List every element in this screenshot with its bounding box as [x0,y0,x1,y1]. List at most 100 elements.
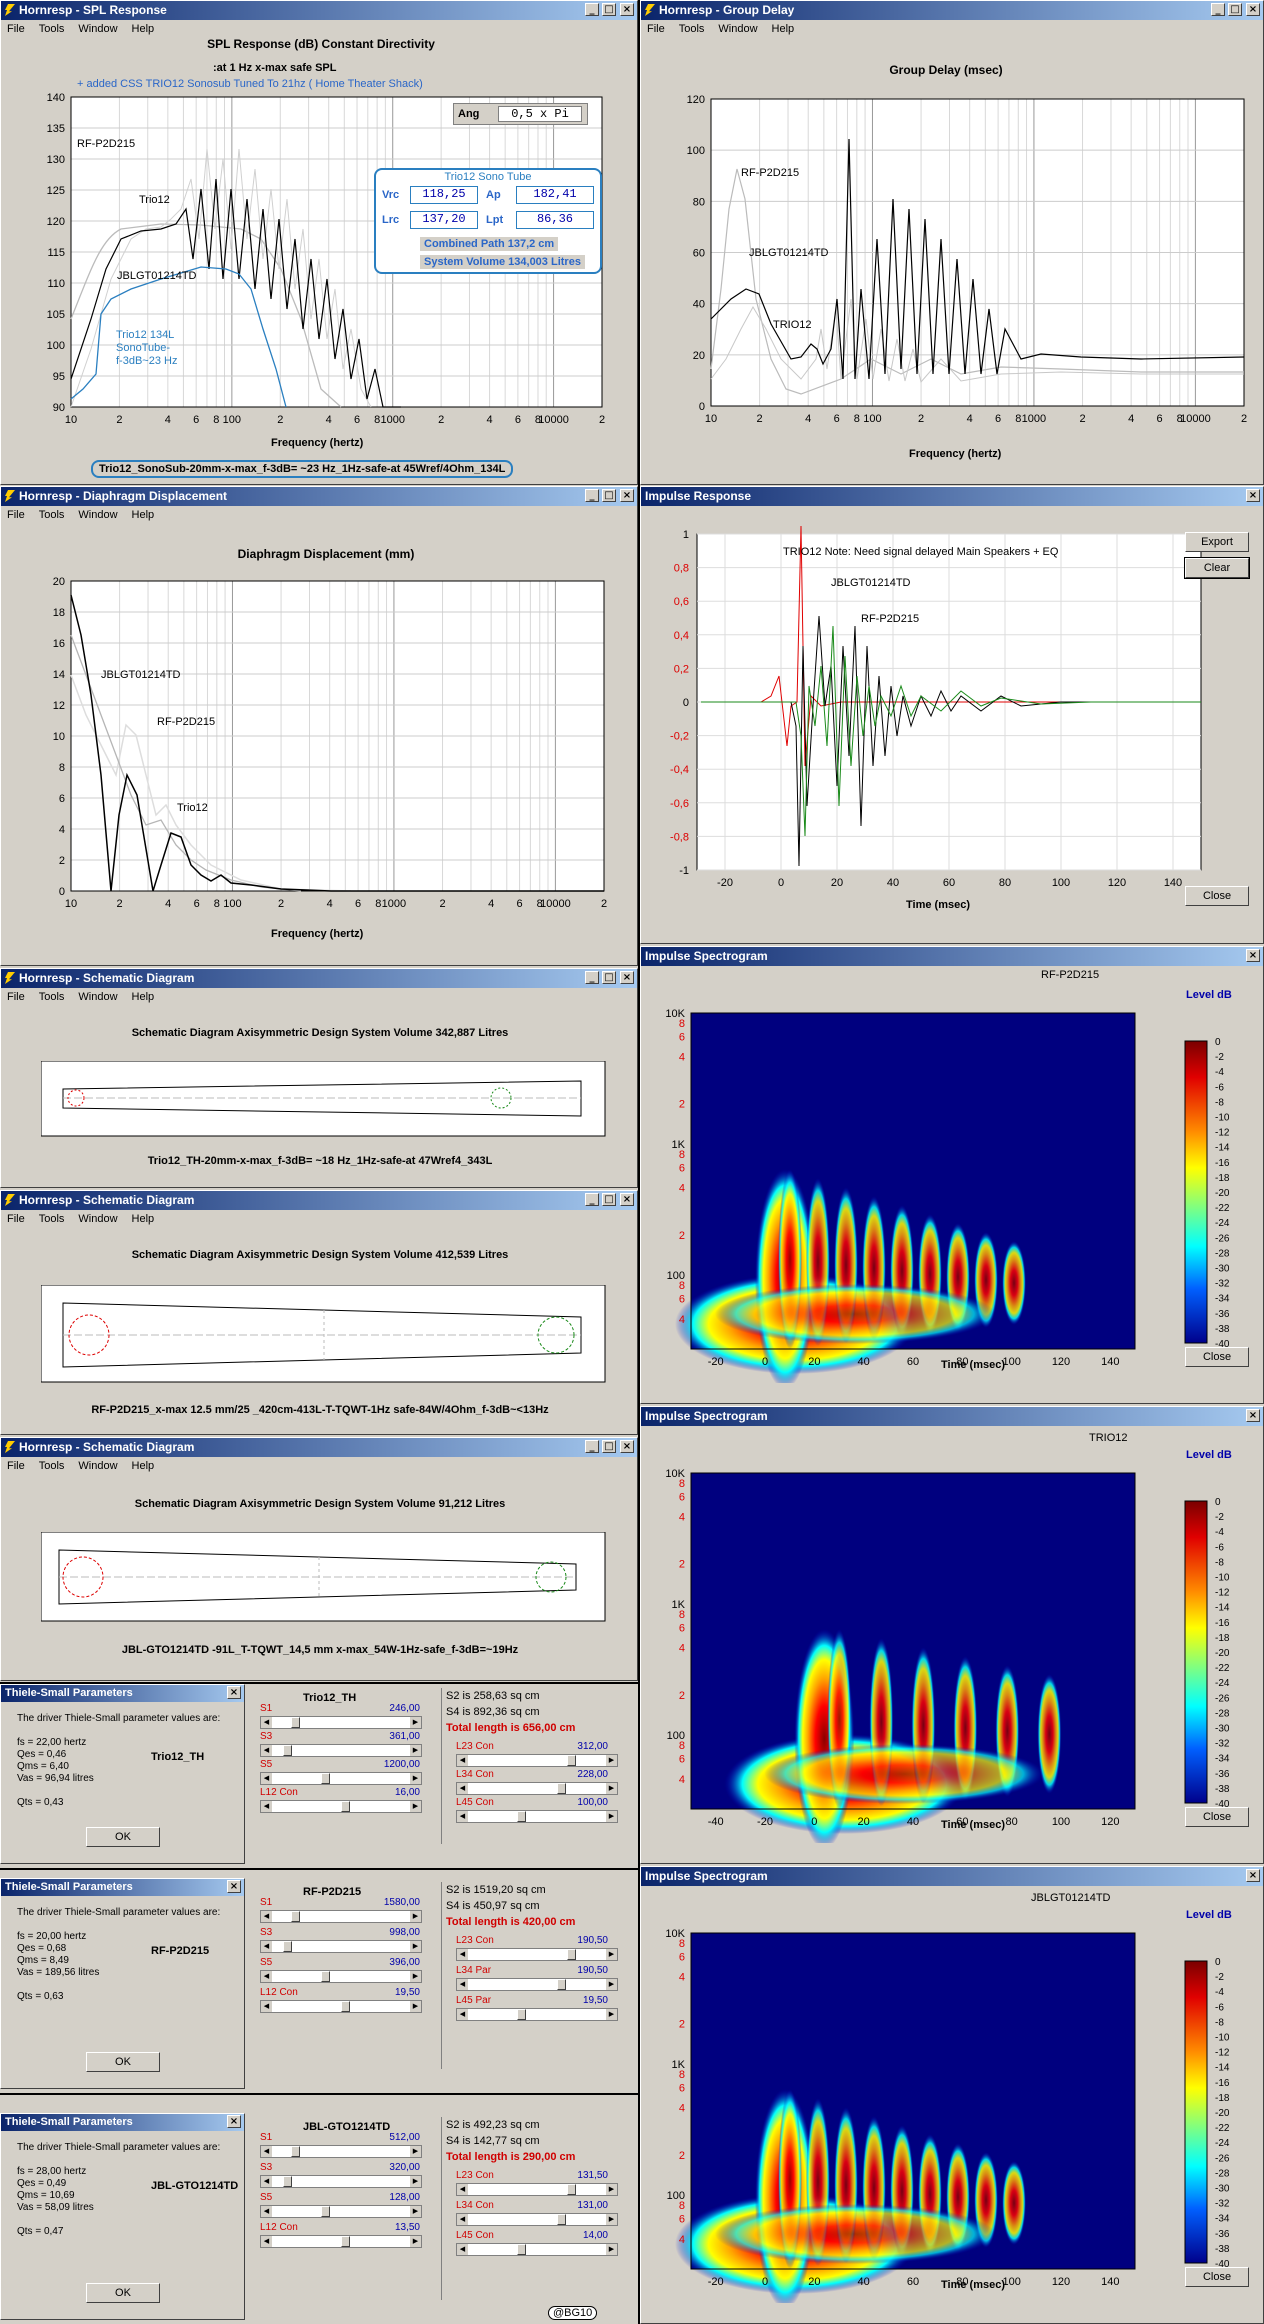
left-param-slider[interactable]: ◀ ▶ [260,1744,422,1757]
schem1-titlebar[interactable]: Hornresp - Schematic Diagram _ □ × [1,969,637,988]
menu-window[interactable]: Window [78,23,118,35]
minimize-icon[interactable]: _ [585,489,599,502]
scroll-right-icon[interactable]: ▶ [606,2214,617,2225]
scroll-left-icon[interactable]: ◀ [261,1717,272,1728]
vrc-value[interactable]: 118,25 [410,186,478,204]
scroll-right-icon[interactable]: ▶ [410,1801,421,1812]
slider-thumb[interactable] [341,1801,350,1812]
slider-thumb[interactable] [557,1979,566,1990]
spec2-titlebar[interactable]: Impulse Spectrogram × [641,1407,1263,1426]
right-param-slider[interactable]: ◀ ▶ [456,1948,618,1961]
scroll-left-icon[interactable]: ◀ [457,1979,468,1990]
close-icon[interactable]: × [1246,489,1260,502]
menu-tools[interactable]: Tools [38,991,65,1003]
scroll-left-icon[interactable]: ◀ [261,2146,272,2157]
slider-thumb[interactable] [283,1941,292,1952]
ts-ok-button[interactable]: OK [86,2283,160,2303]
menu-help[interactable]: Help [131,509,155,521]
menu-help[interactable]: Help [131,991,155,1003]
close-icon[interactable]: × [1246,1409,1260,1422]
spec3-titlebar[interactable]: Impulse Spectrogram × [641,1867,1263,1886]
scroll-right-icon[interactable]: ▶ [410,2146,421,2157]
right-param-slider[interactable]: ◀ ▶ [456,2183,618,2196]
spec1-titlebar[interactable]: Impulse Spectrogram × [641,947,1263,966]
menu-tools[interactable]: Tools [38,1213,65,1225]
left-param-slider[interactable]: ◀ ▶ [260,2145,422,2158]
close-icon[interactable]: × [1246,949,1260,962]
slider-thumb[interactable] [517,1811,526,1822]
scroll-right-icon[interactable]: ▶ [606,1811,617,1822]
scroll-right-icon[interactable]: ▶ [410,1745,421,1756]
menu-file[interactable]: File [7,1460,25,1472]
ts-titlebar[interactable]: Thiele-Small Parameters × [1,1879,244,1896]
slider-thumb[interactable] [567,1755,576,1766]
scroll-left-icon[interactable]: ◀ [457,2009,468,2020]
scroll-right-icon[interactable]: ▶ [606,1783,617,1794]
scroll-right-icon[interactable]: ▶ [606,2009,617,2020]
ts-ok-button[interactable]: OK [86,2052,160,2072]
ir-close-button[interactable]: Close [1185,886,1249,906]
menu-file[interactable]: File [7,509,25,521]
minimize-icon[interactable]: _ [1211,3,1225,16]
left-param-slider[interactable]: ◀ ▶ [260,2000,422,2013]
schem3-titlebar[interactable]: Hornresp - Schematic Diagram _ □ × [1,1438,637,1457]
scroll-left-icon[interactable]: ◀ [261,1941,272,1952]
menu-file[interactable]: File [7,991,25,1003]
slider-thumb[interactable] [341,2236,350,2247]
scroll-right-icon[interactable]: ▶ [410,2236,421,2247]
right-param-slider[interactable]: ◀ ▶ [456,2243,618,2256]
spl-titlebar[interactable]: Hornresp - SPL Response _ □ × [1,1,637,20]
close-icon[interactable]: × [227,1686,241,1699]
lpt-value[interactable]: 86,36 [516,211,594,229]
scroll-left-icon[interactable]: ◀ [457,1783,468,1794]
menu-help[interactable]: Help [131,23,155,35]
ir-titlebar[interactable]: Impulse Response × [641,487,1263,506]
slider-thumb[interactable] [283,2176,292,2187]
scroll-left-icon[interactable]: ◀ [261,1971,272,1982]
scroll-left-icon[interactable]: ◀ [261,1801,272,1812]
menu-tools[interactable]: Tools [38,509,65,521]
slider-thumb[interactable] [517,2009,526,2020]
scroll-left-icon[interactable]: ◀ [261,2001,272,2012]
scroll-left-icon[interactable]: ◀ [457,2244,468,2255]
clear-button[interactable]: Clear [1184,557,1250,579]
maximize-icon[interactable]: □ [602,489,616,502]
scroll-right-icon[interactable]: ▶ [410,2206,421,2217]
scroll-right-icon[interactable]: ▶ [410,1971,421,1982]
right-param-slider[interactable]: ◀ ▶ [456,1978,618,1991]
close-icon[interactable]: × [620,1193,634,1206]
scroll-left-icon[interactable]: ◀ [457,1949,468,1960]
scroll-right-icon[interactable]: ▶ [606,1755,617,1766]
slider-thumb[interactable] [557,2214,566,2225]
minimize-icon[interactable]: _ [585,1440,599,1453]
left-param-slider[interactable]: ◀ ▶ [260,2205,422,2218]
right-param-slider[interactable]: ◀ ▶ [456,1754,618,1767]
scroll-right-icon[interactable]: ▶ [606,1949,617,1960]
scroll-right-icon[interactable]: ▶ [410,1941,421,1952]
minimize-icon[interactable]: _ [585,971,599,984]
close-icon[interactable]: × [620,489,634,502]
menu-file[interactable]: File [7,23,25,35]
slider-thumb[interactable] [567,1949,576,1960]
right-param-slider[interactable]: ◀ ▶ [456,1810,618,1823]
spec1-close-button[interactable]: Close [1185,1347,1249,1367]
left-param-slider[interactable]: ◀ ▶ [260,1970,422,1983]
spec3-close-button[interactable]: Close [1185,2267,1249,2287]
maximize-icon[interactable]: □ [602,1440,616,1453]
slider-thumb[interactable] [291,2146,300,2157]
schem2-titlebar[interactable]: Hornresp - Schematic Diagram _ □ × [1,1191,637,1210]
slider-thumb[interactable] [321,1773,330,1784]
scroll-left-icon[interactable]: ◀ [457,1755,468,1766]
menu-help[interactable]: Help [131,1213,155,1225]
menu-file[interactable]: File [7,1213,25,1225]
ts-titlebar[interactable]: Thiele-Small Parameters × [1,1685,244,1702]
ts-ok-button[interactable]: OK [86,1827,160,1847]
menu-window[interactable]: Window [78,1213,118,1225]
gd-titlebar[interactable]: Hornresp - Group Delay _ □ × [641,1,1263,20]
ang-value[interactable]: 0,5 x Pi [498,106,582,122]
left-param-slider[interactable]: ◀ ▶ [260,1910,422,1923]
scroll-left-icon[interactable]: ◀ [261,1745,272,1756]
close-icon[interactable]: × [227,2115,241,2128]
slider-thumb[interactable] [321,1971,330,1982]
slider-thumb[interactable] [291,1911,300,1922]
